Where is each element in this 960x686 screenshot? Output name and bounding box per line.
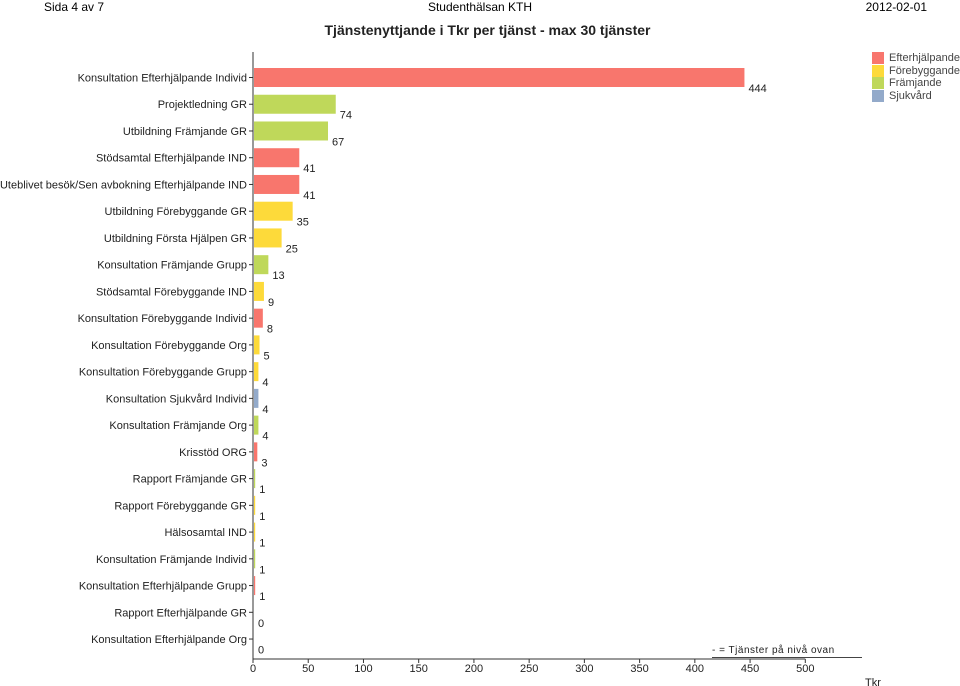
chart-title: Tjänstenyttjande i Tkr per tjänst - max … bbox=[324, 22, 651, 38]
category-label: Projektledning GR bbox=[158, 99, 247, 111]
category-label: Konsultation Förebyggande Grupp bbox=[79, 367, 247, 379]
x-tick-label: 200 bbox=[465, 663, 483, 675]
bar-konsultation-fr-mjande-org bbox=[254, 415, 259, 435]
category-label: Konsultation Främjande Org bbox=[109, 420, 247, 432]
footnote: - = Tjänster på nivå ovan bbox=[712, 645, 835, 656]
value-label: 4 bbox=[262, 404, 268, 416]
value-label: 3 bbox=[261, 457, 267, 469]
value-label: 0 bbox=[258, 618, 264, 630]
bar-konsultation-efterhj-lpande-individ bbox=[254, 68, 745, 87]
value-label: 9 bbox=[268, 297, 274, 309]
bar-rapport-f-rebyggande-gr bbox=[254, 495, 256, 515]
category-label: Rapport Förebyggande GR bbox=[114, 500, 247, 512]
value-label: 67 bbox=[332, 136, 344, 148]
value-label: 1 bbox=[259, 564, 265, 576]
category-label: Konsultation Främjande Individ bbox=[96, 554, 247, 566]
bar-utbildning-fr-mjande-gr bbox=[254, 121, 329, 141]
category-label: Rapport Efterhjälpande GR bbox=[114, 607, 247, 619]
category-label: Utbildning Första Hjälpen GR bbox=[104, 233, 247, 245]
legend-label: Efterhjälpande bbox=[889, 52, 960, 64]
value-label: 35 bbox=[297, 217, 309, 229]
legend-swatch bbox=[872, 89, 884, 102]
category-label: Stödsamtal Förebyggande IND bbox=[96, 286, 247, 298]
category-label: Krisstöd ORG bbox=[179, 447, 247, 459]
category-label: Stödsamtal Efterhjälpande IND bbox=[96, 153, 247, 165]
value-label: 41 bbox=[303, 190, 315, 202]
value-label: 1 bbox=[259, 511, 265, 523]
bar-uteblivet-bes-k-sen-avbokning-efterhj-lpande-ind bbox=[254, 174, 300, 194]
legend-swatch bbox=[872, 52, 884, 64]
category-label: Hälsosamtal IND bbox=[164, 527, 247, 539]
x-tick-label: 300 bbox=[575, 663, 593, 675]
x-axis-label: Tkr bbox=[865, 677, 881, 686]
legend-swatch bbox=[872, 64, 884, 77]
legend-swatch bbox=[872, 77, 884, 89]
x-tick-label: 350 bbox=[630, 663, 648, 675]
bar-utbildning-f-rebyggande-gr bbox=[254, 201, 293, 221]
legend-label: Främjande bbox=[889, 77, 942, 89]
legend-label: Sjukvård bbox=[889, 89, 932, 102]
value-label: 444 bbox=[748, 83, 766, 95]
bar-konsultation-f-rebyggande-individ bbox=[254, 308, 263, 328]
value-label: 4 bbox=[262, 377, 268, 389]
value-label: 5 bbox=[264, 350, 270, 362]
x-tick-label: 450 bbox=[741, 663, 759, 675]
x-tick-label: 250 bbox=[520, 663, 538, 675]
bar-konsultation-f-rebyggande-grupp bbox=[254, 362, 259, 382]
value-label: 74 bbox=[340, 110, 352, 122]
bar-st-dsamtal-f-rebyggande-ind bbox=[254, 281, 264, 301]
value-label: 1 bbox=[259, 538, 265, 550]
bar-krisst-d-org bbox=[254, 442, 258, 462]
bar-projektledning-gr bbox=[254, 94, 336, 114]
footnote-rule bbox=[712, 657, 862, 658]
x-tick-label: 0 bbox=[250, 663, 256, 675]
category-label: Rapport Främjande GR bbox=[133, 474, 247, 486]
x-tick-label: 500 bbox=[796, 663, 814, 675]
bar-konsultation-efterhj-lpande-grupp bbox=[254, 576, 256, 596]
x-tick-label: 100 bbox=[354, 663, 372, 675]
value-label: 8 bbox=[267, 324, 273, 336]
bar-konsultation-fr-mjande-individ bbox=[254, 549, 256, 569]
legend-label: Förebyggande bbox=[889, 64, 960, 77]
category-label: Konsultation Sjukvård Individ bbox=[106, 393, 247, 405]
category-label: Utbildning Förebyggande GR bbox=[105, 206, 248, 218]
bar-h-lsosamtal-ind bbox=[254, 522, 256, 542]
value-label: 1 bbox=[259, 591, 265, 603]
bar-konsultation-f-rebyggande-org bbox=[254, 335, 260, 355]
x-tick-label: 400 bbox=[686, 663, 704, 675]
bar-utbildning-f-rsta-hj-lpen-gr bbox=[254, 228, 282, 248]
x-tick-label: 150 bbox=[410, 663, 428, 675]
category-label: Konsultation Efterhjälpande Grupp bbox=[79, 581, 247, 593]
value-label: 13 bbox=[272, 270, 284, 282]
organization-name: Studenthälsan KTH bbox=[427, 0, 533, 14]
value-label: 4 bbox=[262, 431, 268, 443]
bar-rapport-fr-mjande-gr bbox=[254, 469, 256, 489]
bar-konsultation-fr-mjande-grupp bbox=[254, 255, 269, 275]
category-label: Utbildning Främjande GR bbox=[123, 126, 247, 138]
category-label: Konsultation Förebyggande Individ bbox=[78, 313, 247, 325]
bar-st-dsamtal-efterhj-lpande-ind bbox=[254, 148, 300, 168]
category-label: Konsultation Förebyggande Org bbox=[91, 340, 247, 352]
category-label: Uteblivet besök/Sen avbokning Efterhjälp… bbox=[0, 179, 247, 191]
value-label: 1 bbox=[259, 484, 265, 496]
value-label: 0 bbox=[258, 645, 264, 657]
report-date: 2012-02-01 bbox=[865, 0, 927, 14]
category-label: Konsultation Efterhjälpande Org bbox=[91, 634, 247, 646]
bar-konsultation-sjukv-rd-individ bbox=[254, 388, 259, 408]
value-label: 41 bbox=[303, 163, 315, 175]
category-label: Konsultation Främjande Grupp bbox=[97, 260, 247, 272]
category-label: Konsultation Efterhjälpande Individ bbox=[78, 73, 247, 85]
value-label: 25 bbox=[286, 243, 298, 255]
x-tick-label: 50 bbox=[302, 663, 314, 675]
page-number: Sida 4 av 7 bbox=[44, 0, 105, 14]
